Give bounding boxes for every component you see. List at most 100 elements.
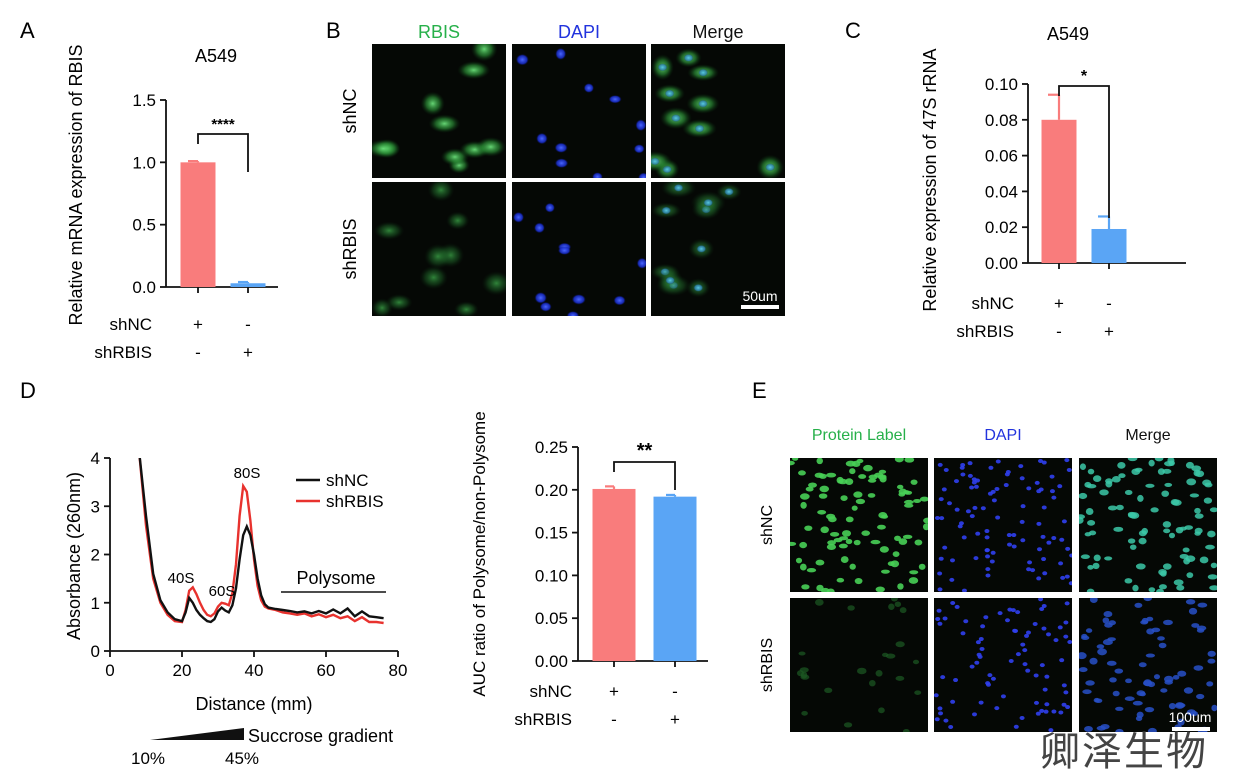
gradient-label: Succrose gradient [248,726,393,746]
condition-label: shNC [971,294,1014,313]
bar [180,162,216,287]
chart-d-bar-ylabel: AUC ratio of Polysome/non-Polysome [470,411,489,696]
annotation-60s: 60S [209,583,236,600]
panel-e-column-label: DAPI [984,427,1021,444]
panel-e-column-label: Protein Label [812,427,906,444]
condition-mark: + [193,315,203,334]
condition-label: shNC [529,682,572,701]
condition-mark: + [670,710,680,729]
y-tick-label: 0.02 [985,218,1018,237]
chart-d-line: Distance (mm) Absorbance (260nm) 0 20 40 60… [64,449,408,768]
panel-b-column-label: RBIS [418,22,460,42]
condition-label: shRBIS [94,343,152,362]
condition-label: shRBIS [514,710,572,729]
y-tick-label: 0.05 [535,609,568,628]
panel-label-c: C [845,18,861,43]
condition-mark: - [195,343,201,362]
annotation-40s: 40S [168,570,195,587]
micrograph [790,598,928,732]
legend-label: shNC [326,471,369,490]
bar [1041,119,1077,263]
condition-mark: + [1054,294,1064,313]
y-tick-label: 0.10 [535,566,568,585]
panel-label-d: D [20,378,36,403]
micrograph [512,44,646,178]
chart-c: A549 Relative expression of 47S rRNA 0.0… [920,24,1186,341]
x-tick-label: 0 [105,661,114,680]
panel-b-row-label: shNC [340,88,360,133]
x-tick-label: 40 [245,661,264,680]
condition-mark: + [243,343,253,362]
chart-c-title: A549 [1047,24,1089,44]
significance-label: **** [211,116,235,133]
condition-label: shRBIS [956,322,1014,341]
condition-mark: - [245,315,251,334]
y-tick-label: 3 [91,497,100,516]
condition-mark: - [1106,294,1112,313]
legend-label: shRBIS [326,492,384,511]
significance-label: ** [637,440,653,462]
panel-b-column-label: Merge [692,22,743,42]
panel-e-scale-label: 100um [1169,709,1212,725]
gradient-wedge [150,728,244,740]
y-tick-label: 0.15 [535,524,568,543]
condition-label: shNC [109,315,152,334]
y-tick-label: 0.04 [985,182,1018,201]
panel-e-row-label: shRBIS [759,638,776,692]
x-tick-label: 60 [317,661,336,680]
panel-b-column-label: DAPI [558,22,600,42]
y-tick-label: 1.0 [132,153,156,172]
panel-e-microscopy: Protein Label DAPI Merge shNC shRBIS 100um [759,427,1217,732]
y-tick-label: 0.00 [985,254,1018,273]
panel-label-e: E [752,378,767,403]
panel-e-column-label: Merge [1125,427,1170,444]
panel-b-microscopy: RBIS DAPI Merge shNC shRBIS 50um [340,22,785,316]
watermark-text: 卿泽生物 [1040,729,1208,774]
series-line-shRBIS [138,458,384,625]
y-tick-label: 0 [91,642,100,661]
chart-a: A549 Relative mRNA expression of RBIS 0.… [66,44,278,362]
chart-d-ylabel: Absorbance (260nm) [64,472,84,640]
y-tick-label: 0.5 [132,216,156,235]
significance-bracket [613,461,676,490]
annotation-polysome: Polysome [296,568,375,588]
significance-label: * [1081,68,1088,85]
y-tick-label: 4 [91,449,100,468]
chart-a-title: A549 [195,46,237,66]
y-tick-label: 0.10 [985,75,1018,94]
gradient-end-label: 45% [225,749,259,768]
condition-mark: - [1056,322,1062,341]
chart-a-ylabel: Relative mRNA expression of RBIS [66,44,86,325]
bar [653,496,697,661]
bar [1091,228,1127,263]
panel-b-row-label: shRBIS [340,218,360,279]
panel-e-row-label: shNC [759,505,776,545]
panel-label-b: B [326,18,341,43]
panel-b-scale-label: 50um [742,288,777,304]
condition-mark: + [609,682,619,701]
panel-e-scale-bar [1172,727,1210,731]
annotation-80s: 80S [234,465,261,482]
y-tick-label: 1.5 [132,91,156,110]
y-tick-label: 1 [91,594,100,613]
micrograph [512,182,646,316]
chart-c-ylabel: Relative expression of 47S rRNA [920,48,940,311]
significance-bracket [1058,85,1110,218]
condition-mark: - [611,710,617,729]
significance-bracket [197,133,249,172]
bar [592,488,636,661]
y-tick-label: 0.20 [535,481,568,500]
gradient-start-label: 10% [131,749,165,768]
y-tick-label: 0.06 [985,147,1018,166]
y-tick-label: 0.00 [535,652,568,671]
micrograph [934,598,1072,732]
y-tick-label: 0.25 [535,438,568,457]
y-tick-label: 0.08 [985,111,1018,130]
panel-b-scale-bar [741,305,779,309]
condition-mark: - [672,682,678,701]
chart-d-xlabel: Distance (mm) [195,694,312,714]
chart-d-bar: AUC ratio of Polysome/non-Polysome 0.00 0… [470,411,708,729]
bar [230,283,266,287]
x-tick-label: 20 [173,661,192,680]
x-tick-label: 80 [389,661,408,680]
